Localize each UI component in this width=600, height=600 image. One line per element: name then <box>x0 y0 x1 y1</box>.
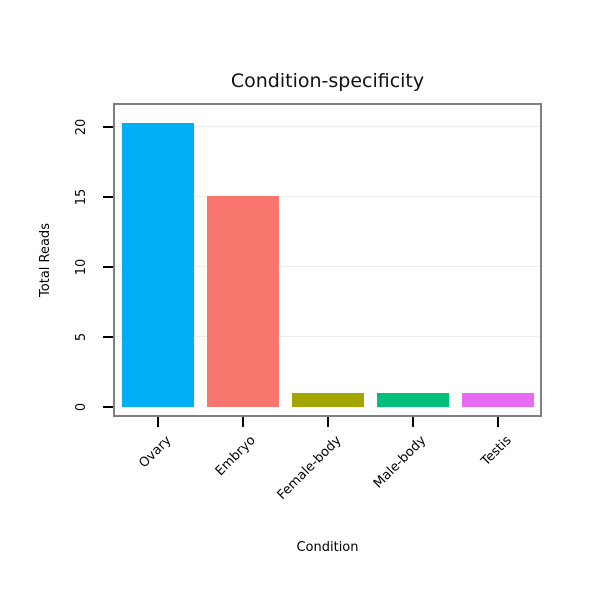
x-axis-tick <box>411 417 414 427</box>
y-tick-label: 15 <box>74 188 89 206</box>
y-axis-title: Total Reads <box>38 223 53 297</box>
y-tick-label: 20 <box>74 118 89 136</box>
y-axis-tick <box>103 266 113 268</box>
gridline <box>115 266 540 267</box>
x-tick-label: Female-body <box>274 433 345 503</box>
y-tick-label: 0 <box>74 402 89 412</box>
x-tick-label: Male-body <box>370 433 430 492</box>
bar-male-body <box>376 393 449 407</box>
x-tick-label: Ovary <box>135 433 175 472</box>
y-axis-tick <box>103 196 113 198</box>
y-axis-tick <box>103 126 113 128</box>
bar-testis <box>461 393 534 407</box>
x-axis-title: Condition <box>296 540 359 555</box>
y-axis-tick <box>103 336 113 338</box>
gridline <box>115 126 540 127</box>
x-tick-label: Testis <box>478 433 515 470</box>
y-tick-label: 5 <box>74 332 89 342</box>
x-axis-tick <box>241 417 244 427</box>
gridline <box>115 336 540 337</box>
y-tick-label: 10 <box>74 258 89 276</box>
x-axis-tick <box>496 417 499 427</box>
plot-panel <box>113 103 542 417</box>
bar-female-body <box>291 393 364 407</box>
bar-ovary <box>121 122 194 407</box>
x-axis-tick <box>326 417 329 427</box>
y-axis-tick <box>103 406 113 408</box>
x-tick-label: Embryo <box>213 433 260 480</box>
bar-embryo <box>206 195 279 407</box>
x-axis-tick <box>156 417 159 427</box>
chart-title: Condition-specificity <box>230 70 425 92</box>
gridline <box>115 196 540 197</box>
